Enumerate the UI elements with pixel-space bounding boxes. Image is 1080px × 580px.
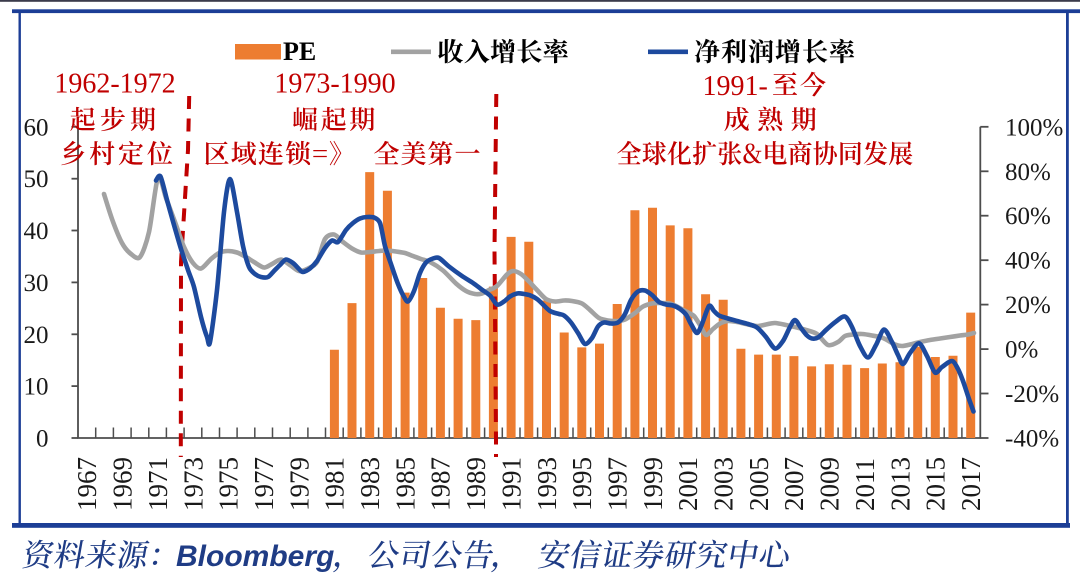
svg-text:0: 0 [36, 426, 49, 453]
svg-text:1962-1972: 1962-1972 [54, 69, 175, 100]
svg-text:2001: 2001 [673, 457, 703, 511]
svg-text:1977: 1977 [249, 457, 279, 511]
svg-text:1999: 1999 [638, 457, 668, 511]
svg-text:1985: 1985 [390, 457, 420, 511]
svg-text:1979: 1979 [284, 457, 314, 511]
svg-text:1991-: 1991- [703, 71, 768, 102]
svg-text:1971: 1971 [143, 457, 173, 511]
svg-text:60%: 60% [1005, 203, 1051, 230]
svg-text:60: 60 [24, 114, 49, 141]
svg-text:1975: 1975 [214, 457, 244, 511]
svg-text:1987: 1987 [426, 457, 456, 511]
svg-text:2003: 2003 [709, 457, 739, 511]
svg-text:2017: 2017 [956, 457, 986, 511]
svg-text:20%: 20% [1005, 292, 1051, 319]
svg-text:80%: 80% [1005, 159, 1051, 186]
svg-text:1995: 1995 [567, 457, 597, 511]
svg-text:2013: 2013 [885, 457, 915, 511]
svg-text:1991: 1991 [496, 457, 526, 511]
svg-text:1973-1990: 1973-1990 [274, 69, 395, 100]
svg-text:-20%: -20% [1005, 381, 1059, 408]
svg-text:40: 40 [24, 218, 49, 245]
svg-text:1993: 1993 [532, 457, 562, 511]
svg-text:1983: 1983 [355, 457, 385, 511]
svg-text:PE: PE [283, 37, 316, 66]
svg-text:1981: 1981 [320, 457, 350, 511]
svg-text:1989: 1989 [461, 457, 491, 511]
svg-text:1967: 1967 [72, 457, 102, 511]
svg-text:30: 30 [24, 270, 49, 297]
svg-text:2009: 2009 [815, 457, 845, 511]
svg-text:1969: 1969 [108, 457, 138, 511]
svg-text:2011: 2011 [850, 458, 880, 511]
svg-text:40%: 40% [1005, 248, 1051, 275]
svg-text:2007: 2007 [779, 457, 809, 511]
svg-text:20: 20 [24, 322, 49, 349]
svg-text:2015: 2015 [921, 457, 951, 511]
svg-text:10: 10 [24, 374, 49, 401]
svg-text:-40%: -40% [1005, 426, 1059, 453]
svg-text:0%: 0% [1005, 337, 1038, 364]
svg-text:1973: 1973 [178, 457, 208, 511]
svg-text:50: 50 [24, 166, 49, 193]
svg-text:100%: 100% [1005, 114, 1063, 141]
svg-text:Bloomberg: Bloomberg [176, 540, 334, 573]
svg-text:1997: 1997 [603, 457, 633, 511]
svg-text:2005: 2005 [744, 457, 774, 511]
